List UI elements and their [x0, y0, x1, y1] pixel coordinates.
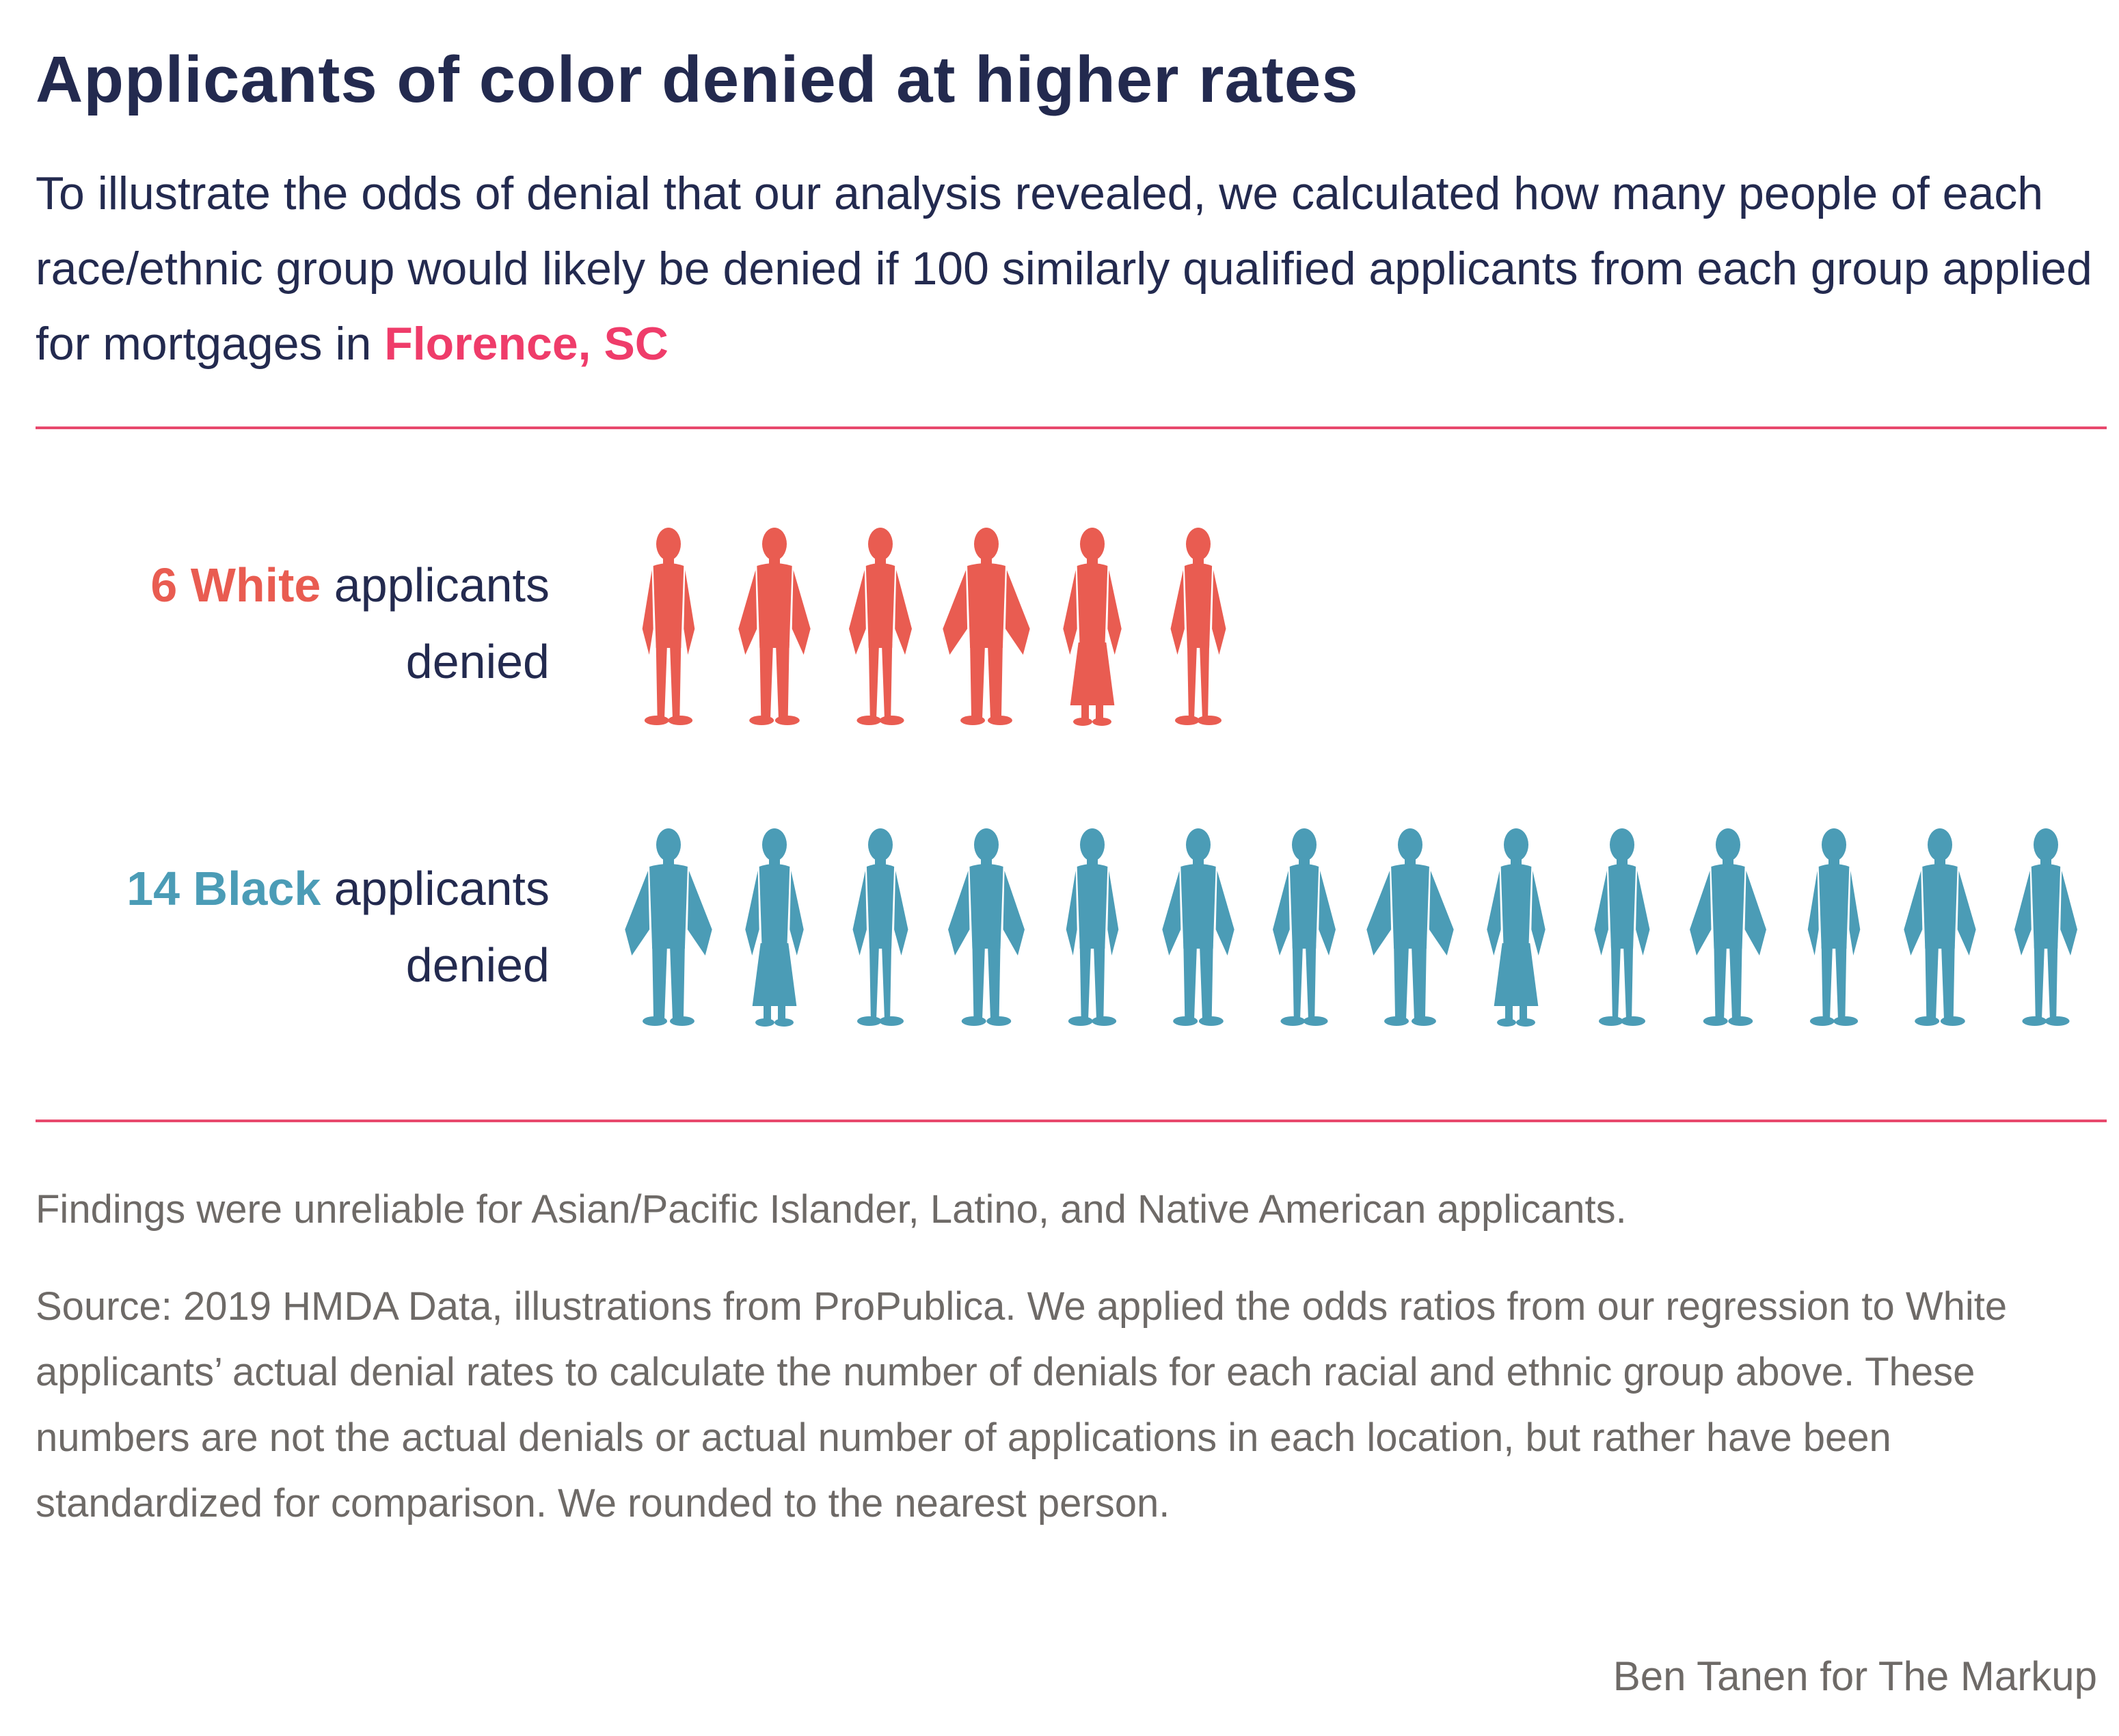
row-suffix2-white: denied	[405, 635, 550, 688]
row-count-black: 14 Black	[126, 862, 321, 915]
person-silhouette-icon	[1066, 828, 1119, 1026]
row-suffix2-black: denied	[405, 938, 550, 992]
person-silhouette-icon	[948, 828, 1025, 1026]
person-silhouette-icon	[642, 528, 695, 725]
source-note: Source: 2019 HMDA Data, illustrations fr…	[36, 1284, 2008, 1525]
row-suffix-black: applicants	[321, 862, 550, 915]
credit-line: Ben Tanen for The Markup	[1612, 1653, 2097, 1699]
row-suffix-white: applicants	[321, 558, 550, 612]
person-silhouette-icon	[1807, 828, 1861, 1026]
person-silhouette-icon	[852, 828, 908, 1026]
person-silhouette-icon	[1690, 828, 1766, 1026]
row-label-black: 14 Black applicants denied	[30, 850, 550, 1003]
subtitle-location: Florence, SC	[384, 318, 669, 370]
pictogram-chart	[625, 528, 2078, 1027]
person-silhouette-icon	[625, 828, 712, 1026]
person-silhouette-icon	[1487, 828, 1546, 1027]
person-silhouette-icon	[738, 528, 811, 725]
bottom-divider	[36, 1120, 2107, 1122]
person-silhouette-icon	[1366, 828, 1454, 1026]
person-silhouette-icon	[2014, 828, 2078, 1026]
row-label-white: 6 White applicants denied	[30, 547, 550, 700]
person-silhouette-icon	[1272, 828, 1336, 1026]
person-silhouette-icon	[745, 828, 804, 1027]
chart-subtitle: To illustrate the odds of denial that ou…	[36, 156, 2107, 381]
chart-title: Applicants of color denied at higher rat…	[36, 43, 1359, 116]
person-silhouette-icon	[848, 528, 913, 725]
person-silhouette-icon	[1162, 828, 1234, 1026]
person-silhouette-icon	[1063, 528, 1122, 726]
footnote: Findings were unreliable for Asian/Pacif…	[36, 1187, 1627, 1232]
person-silhouette-icon	[1594, 828, 1650, 1026]
row-count-white: 6 White	[150, 558, 321, 612]
subtitle-text: To illustrate the odds of denial that ou…	[36, 167, 2092, 370]
person-silhouette-icon	[1904, 828, 1976, 1026]
person-silhouette-icon	[1170, 528, 1226, 725]
person-silhouette-icon	[943, 528, 1030, 725]
top-divider	[36, 426, 2107, 429]
